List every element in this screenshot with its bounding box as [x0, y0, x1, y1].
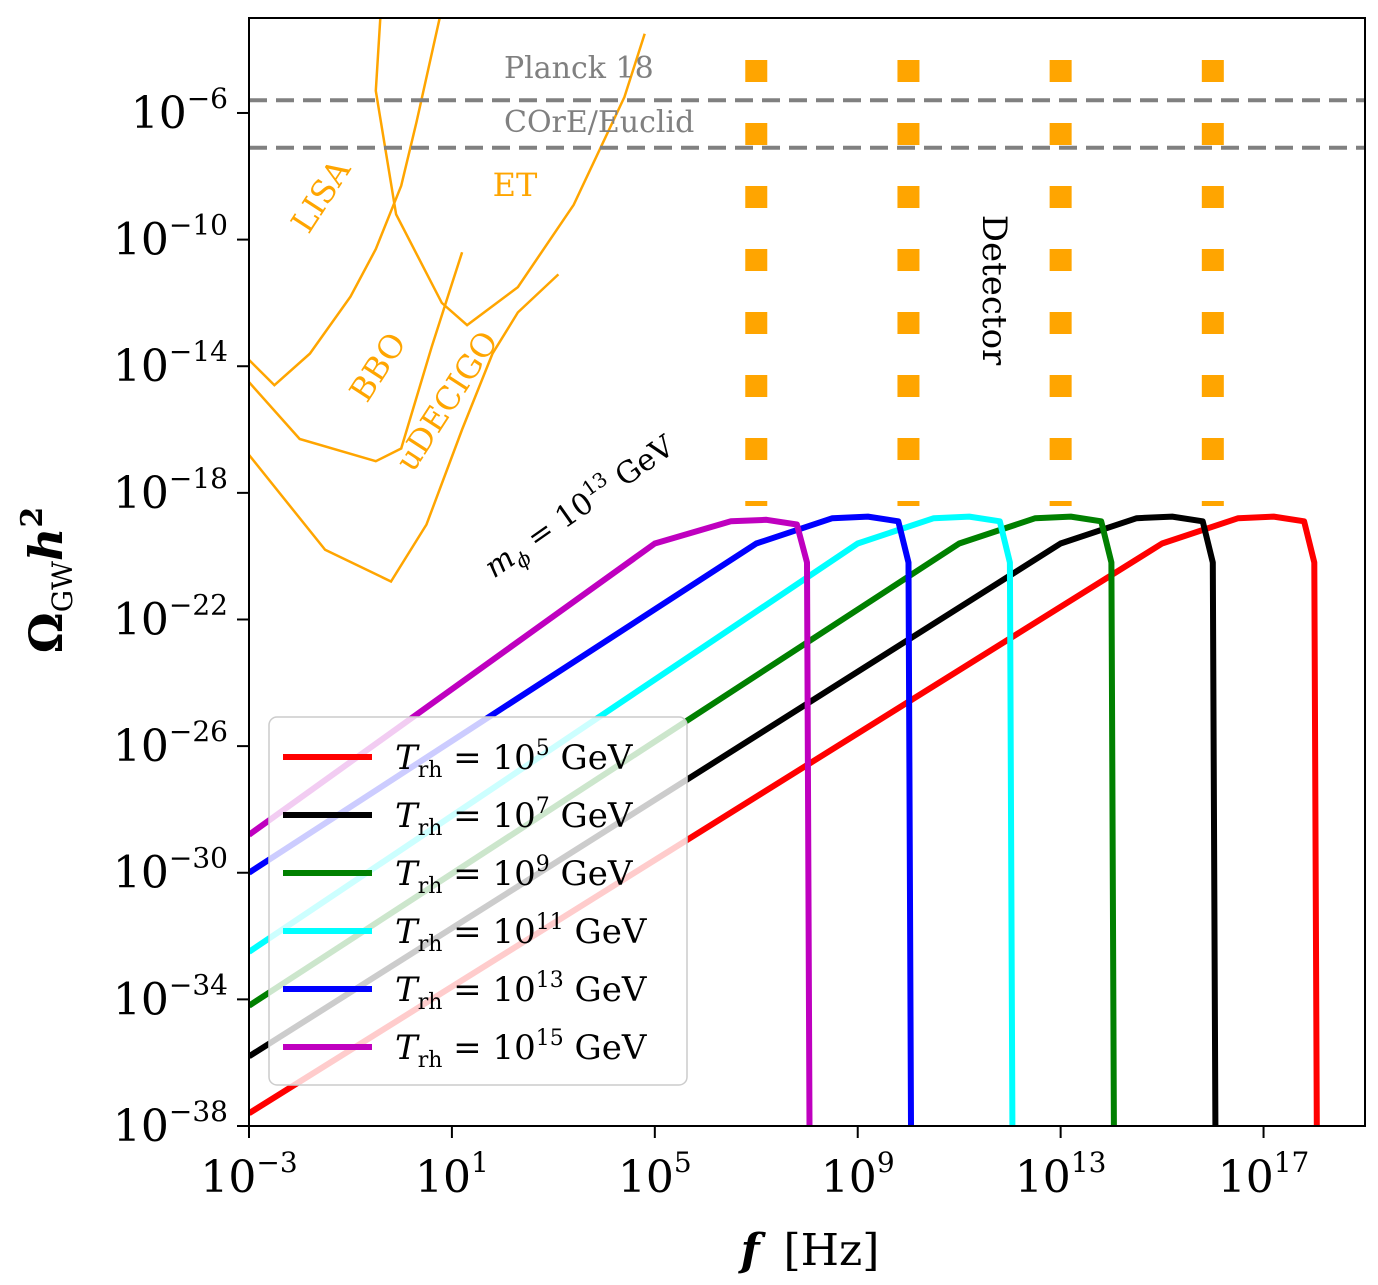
sensitivity-curve-et	[374, 18, 646, 327]
x-axis-label: f [Hz]	[738, 1225, 880, 1276]
y-tick-label-7: 10−34	[113, 968, 228, 1025]
y-axis-label-tail: h	[19, 528, 73, 561]
x-tick-label-3: 109	[821, 1146, 895, 1203]
y-tick-label-4: 10−22	[113, 588, 228, 645]
legend-label-1: Trh = 107 GeV	[395, 794, 634, 841]
series-line-4	[249, 513, 914, 1126]
plot-area	[249, 18, 1365, 1126]
reference-label-1: COrE/Euclid	[504, 105, 694, 140]
sensitivity-curve-udecigo	[249, 273, 560, 584]
legend-box	[268, 716, 688, 1086]
y-tick-label-0: 10−6	[131, 82, 228, 139]
legend-label-3: Trh = 1011 GeV	[395, 910, 648, 957]
series-line-5	[249, 516, 813, 1126]
reference-label-0: Planck 18	[504, 51, 654, 86]
y-tick-label-3: 10−18	[113, 462, 228, 519]
series-line-2	[249, 513, 1117, 1126]
x-tick-label-0: 10−3	[200, 1146, 297, 1203]
y-axis-label-sub: GW	[46, 561, 79, 612]
series-line-0	[249, 513, 1320, 1126]
axes-layer: 10−3 101 105 109 1013 1017 10−6 10−10 10−14 10−18…	[113, 82, 1309, 1203]
y-tick-label-6: 10−30	[113, 842, 228, 899]
sensitivity-curve-bbo	[249, 251, 464, 463]
x-tick-label-2: 105	[618, 1146, 692, 1203]
sensitivity-label-et: ET	[493, 166, 538, 204]
x-axis-label-main: f	[738, 1225, 767, 1276]
y-tick-label-2: 10−14	[113, 335, 228, 392]
legend-label-5: Trh = 1015 GeV	[395, 1026, 648, 1073]
series-line-1	[249, 513, 1219, 1126]
axes-frame	[248, 17, 1366, 1127]
y-tick-label-8: 10−38	[113, 1095, 228, 1152]
y-tick-label-1: 10−10	[113, 209, 228, 266]
legend-label-2: Trh = 109 GeV	[395, 852, 634, 899]
x-tick-label-5: 1017	[1218, 1146, 1310, 1203]
legend-label-4: Trh = 1013 GeV	[395, 968, 648, 1015]
y-axis-label-sup: 2	[15, 507, 50, 528]
series-line-3	[249, 513, 1016, 1126]
legend-label-0: Trh = 105 GeV	[395, 736, 634, 783]
legend: Trh = 105 GeV Trh = 107 GeV Trh = 109 GeV T…	[268, 716, 688, 1086]
detector-label: Detector	[974, 215, 1014, 366]
y-axis-label-main: Ω	[19, 612, 73, 653]
y-axis-label: ΩGWh2	[15, 507, 79, 653]
x-tick-label-4: 1013	[1015, 1146, 1107, 1203]
sensitivity-curve-lisa	[249, 18, 441, 387]
x-axis-label-unit: [Hz]	[784, 1225, 880, 1276]
y-tick-label-5: 10−26	[113, 715, 228, 772]
x-tick-label-1: 101	[415, 1146, 489, 1203]
